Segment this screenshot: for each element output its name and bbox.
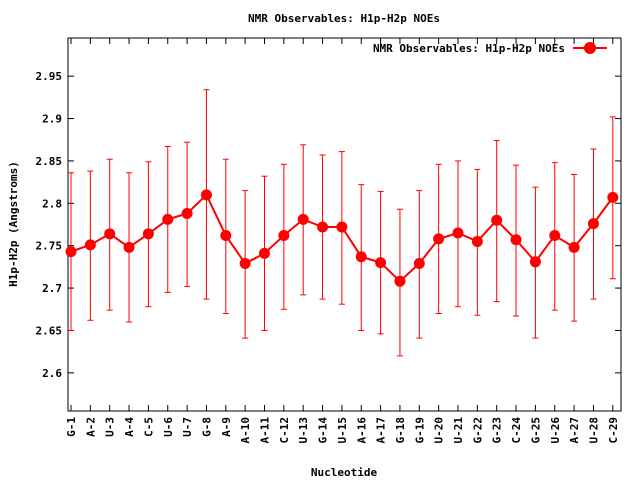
x-tick-label: A-10 <box>239 417 252 444</box>
x-tick-label: A-4 <box>123 417 136 437</box>
y-tick-label: 2.8 <box>42 197 62 210</box>
data-point <box>104 228 116 240</box>
data-point <box>568 241 580 253</box>
x-tick-label: U-28 <box>587 417 600 444</box>
data-point <box>549 230 561 242</box>
x-tick-label: A-9 <box>220 417 233 437</box>
data-point <box>452 227 464 239</box>
x-tick-label: U-3 <box>104 417 117 437</box>
data-point <box>375 257 387 269</box>
plot-frame <box>67 37 622 412</box>
y-tick-label: 2.6 <box>42 367 62 380</box>
x-tick-label: A-11 <box>259 417 272 444</box>
x-tick-label: U-26 <box>549 417 562 444</box>
x-tick-label: G-8 <box>200 417 213 437</box>
x-tick-label: G-1 <box>65 417 78 437</box>
x-tick-label: U-15 <box>336 417 349 444</box>
x-tick-label: U-13 <box>297 417 310 444</box>
data-point <box>259 247 270 259</box>
data-point <box>181 207 193 219</box>
x-tick-label: G-25 <box>529 417 542 444</box>
data-point <box>239 257 251 269</box>
y-tick-label: 2.7 <box>42 282 62 295</box>
y-tick-label: 2.85 <box>36 155 63 168</box>
y-axis: 2.6 2.65 2.7 2.75 2.8 2.85 2.9 2.95 <box>36 70 621 380</box>
x-tick-label: G-19 <box>413 417 426 444</box>
data-point <box>355 251 367 263</box>
data-point <box>433 233 445 245</box>
y-tick-label: 2.75 <box>36 240 63 253</box>
data-point <box>491 214 503 226</box>
series-layer <box>65 89 619 357</box>
x-tick-label: G-14 <box>317 417 330 444</box>
x-tick-label: A-17 <box>375 417 388 444</box>
x-tick-label: G-22 <box>471 417 484 444</box>
x-tick-label: C-29 <box>607 417 620 444</box>
data-point <box>413 257 425 269</box>
data-point <box>297 213 309 225</box>
data-point <box>65 246 77 258</box>
data-point <box>394 275 406 287</box>
data-point <box>162 213 174 225</box>
x-tick-label: C-24 <box>510 417 523 444</box>
data-point <box>471 235 483 247</box>
chart-title: NMR Observables: H1p-H2p NOEs <box>248 12 440 25</box>
x-tick-label: G-18 <box>394 417 407 444</box>
legend: NMR Observables: H1p-H2p NOEs <box>373 42 607 55</box>
x-tick-label: A-16 <box>355 417 368 444</box>
y-tick-label: 2.9 <box>42 113 62 126</box>
y-tick-label: 2.95 <box>36 70 63 83</box>
data-point <box>142 228 154 240</box>
x-tick-label: U-7 <box>181 417 194 437</box>
legend-label: NMR Observables: H1p-H2p NOEs <box>373 42 565 55</box>
data-point <box>220 230 232 242</box>
data-point <box>317 221 329 233</box>
legend-marker-sample <box>584 42 596 54</box>
data-point <box>278 230 290 242</box>
x-tick-label: C-12 <box>278 417 291 444</box>
x-tick-label: U-20 <box>433 417 446 444</box>
data-point <box>607 191 619 203</box>
x-tick-label: A-2 <box>84 417 97 437</box>
data-point <box>336 221 348 233</box>
data-point <box>84 239 96 251</box>
data-point <box>587 218 599 230</box>
data-point <box>529 256 541 268</box>
x-axis-label: Nucleotide <box>311 466 378 479</box>
x-tick-label: U-6 <box>162 417 175 437</box>
x-axis: G-1 A-2 U-3 A-4 C-5 U-6 U-7 G-8 A-9 A-10 A-11 C-12 U… <box>65 38 620 444</box>
x-tick-label: U-21 <box>452 417 465 444</box>
y-axis-label: H1p-H2p (Angstroms) <box>7 161 20 287</box>
x-tick-label: C-5 <box>142 417 155 437</box>
x-tick-label: A-27 <box>568 417 581 444</box>
data-point <box>510 234 522 246</box>
y-tick-label: 2.65 <box>36 324 63 337</box>
data-point <box>200 189 212 201</box>
data-point <box>123 241 135 253</box>
x-tick-label: G-23 <box>491 417 504 444</box>
